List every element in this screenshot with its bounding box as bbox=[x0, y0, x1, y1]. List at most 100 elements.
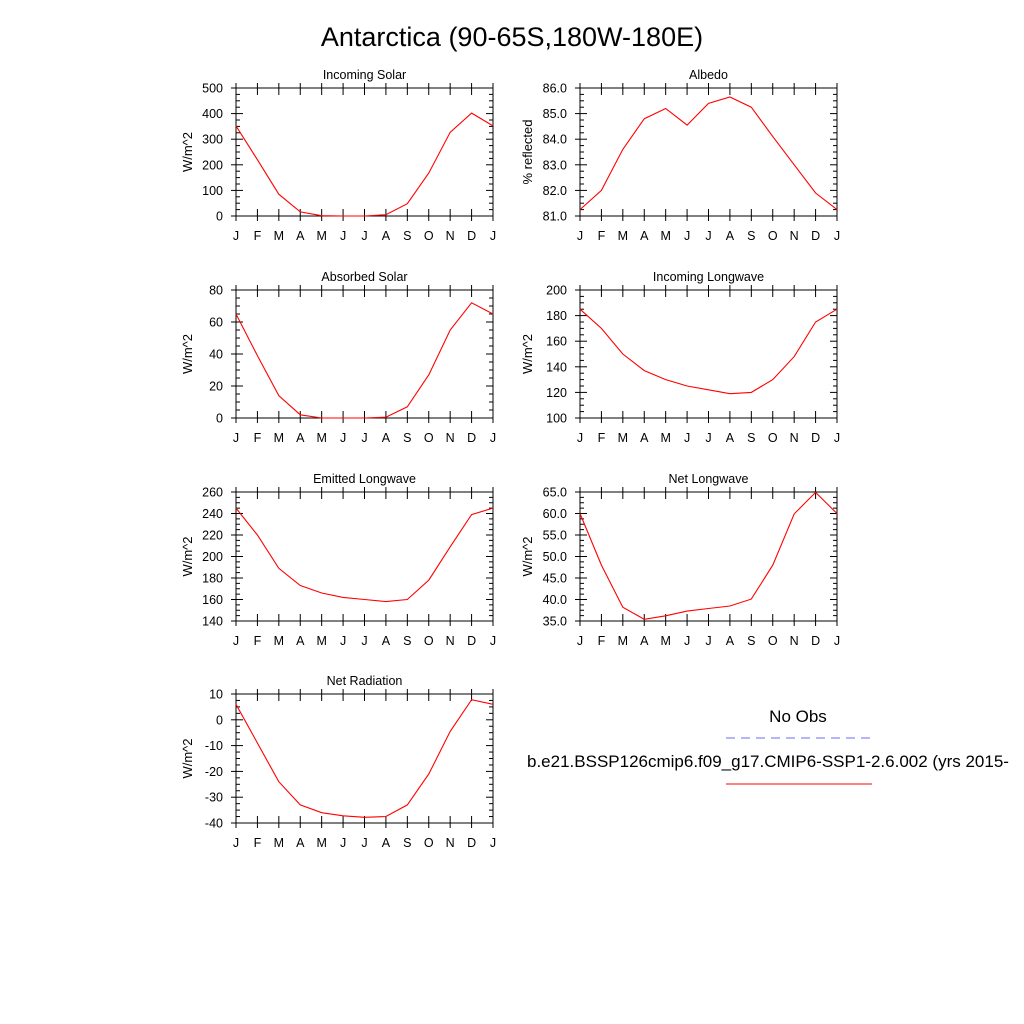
x-tick-label: O bbox=[424, 836, 434, 850]
x-tick-label: A bbox=[382, 229, 391, 243]
x-tick-label: F bbox=[254, 431, 262, 445]
x-tick-label: A bbox=[296, 229, 305, 243]
x-tick-label: F bbox=[254, 229, 262, 243]
series-line bbox=[579, 491, 838, 620]
series-line bbox=[235, 112, 494, 217]
y-tick-label: 400 bbox=[202, 107, 223, 121]
x-tick-label: N bbox=[446, 431, 455, 445]
legend-obs-label: No Obs bbox=[769, 707, 827, 726]
y-tick-label: 180 bbox=[202, 572, 223, 586]
y-axis-label: W/m^2 bbox=[180, 738, 195, 778]
y-tick-label: 84.0 bbox=[543, 133, 567, 147]
x-tick-label: A bbox=[640, 634, 649, 648]
y-tick-label: 10 bbox=[209, 688, 223, 702]
x-tick-label: N bbox=[446, 634, 455, 648]
plot-frame bbox=[579, 491, 838, 622]
x-tick-label: J bbox=[684, 431, 690, 445]
x-tick-label: A bbox=[382, 836, 391, 850]
x-tick-label: A bbox=[640, 431, 649, 445]
x-tick-label: M bbox=[274, 431, 284, 445]
y-axis-label: W/m^2 bbox=[520, 334, 535, 374]
y-tick-label: 55.0 bbox=[543, 529, 567, 543]
x-tick-label: S bbox=[747, 634, 755, 648]
plot-frame bbox=[579, 289, 838, 419]
legend: No Obs b.e21.BSSP126cmip6.f09_g17.CMIP6-… bbox=[527, 707, 1009, 785]
y-tick-label: 220 bbox=[202, 529, 223, 543]
x-tick-label: M bbox=[660, 634, 670, 648]
y-axis-label: W/m^2 bbox=[180, 536, 195, 576]
x-tick-label: A bbox=[726, 634, 735, 648]
panel-title: Net Radiation bbox=[327, 674, 403, 688]
x-tick-label: S bbox=[403, 229, 411, 243]
x-tick-label: A bbox=[296, 634, 305, 648]
plot-frame bbox=[235, 87, 494, 217]
x-tick-label: J bbox=[705, 634, 711, 648]
x-tick-label: S bbox=[747, 229, 755, 243]
x-tick-label: N bbox=[446, 229, 455, 243]
x-tick-label: J bbox=[340, 836, 346, 850]
x-tick-label: A bbox=[382, 634, 391, 648]
panel-title: Albedo bbox=[689, 68, 728, 82]
y-axis-label: W/m^2 bbox=[180, 334, 195, 374]
x-tick-label: J bbox=[340, 634, 346, 648]
x-tick-label: M bbox=[316, 634, 326, 648]
x-tick-label: J bbox=[233, 229, 239, 243]
x-tick-label: M bbox=[660, 431, 670, 445]
x-tick-label: J bbox=[577, 431, 583, 445]
x-tick-label: N bbox=[790, 634, 799, 648]
y-axis-label: % reflected bbox=[520, 119, 535, 184]
x-tick-label: J bbox=[361, 836, 367, 850]
x-tick-label: N bbox=[790, 431, 799, 445]
y-axis-label: W/m^2 bbox=[520, 536, 535, 576]
x-tick-label: D bbox=[467, 431, 476, 445]
x-tick-label: A bbox=[726, 229, 735, 243]
y-axis-label: W/m^2 bbox=[180, 132, 195, 172]
series-line bbox=[235, 699, 494, 818]
x-tick-label: J bbox=[705, 229, 711, 243]
x-tick-label: S bbox=[403, 634, 411, 648]
y-tick-label: 240 bbox=[202, 507, 223, 521]
x-tick-label: N bbox=[446, 836, 455, 850]
x-tick-label: J bbox=[233, 634, 239, 648]
y-tick-label: 81.0 bbox=[543, 210, 567, 224]
x-tick-label: J bbox=[490, 229, 496, 243]
x-tick-label: D bbox=[467, 634, 476, 648]
x-tick-label: F bbox=[598, 634, 606, 648]
y-tick-label: -20 bbox=[205, 765, 223, 779]
x-tick-label: J bbox=[834, 431, 840, 445]
x-tick-label: M bbox=[618, 229, 628, 243]
y-tick-label: 120 bbox=[546, 386, 567, 400]
x-tick-label: O bbox=[768, 229, 778, 243]
y-tick-label: 50.0 bbox=[543, 550, 567, 564]
series-line bbox=[579, 96, 838, 211]
y-tick-label: 45.0 bbox=[543, 572, 567, 586]
panel-title: Net Longwave bbox=[669, 472, 749, 486]
y-tick-label: 60 bbox=[209, 316, 223, 330]
series-line bbox=[235, 302, 494, 419]
panel-6: Net Longwave 35.0 40.0 45.0 50.0 55.0 60.0 65.0… bbox=[520, 472, 840, 648]
x-tick-label: M bbox=[660, 229, 670, 243]
x-tick-label: M bbox=[274, 836, 284, 850]
y-tick-label: 140 bbox=[546, 360, 567, 374]
x-tick-label: D bbox=[811, 229, 820, 243]
y-tick-label: 100 bbox=[546, 412, 567, 426]
x-tick-label: F bbox=[598, 431, 606, 445]
x-tick-label: O bbox=[424, 229, 434, 243]
x-tick-label: A bbox=[296, 431, 305, 445]
x-tick-label: J bbox=[577, 634, 583, 648]
y-tick-label: 300 bbox=[202, 133, 223, 147]
x-tick-label: D bbox=[467, 836, 476, 850]
y-tick-label: -10 bbox=[205, 739, 223, 753]
x-tick-label: M bbox=[618, 431, 628, 445]
plot-frame bbox=[579, 87, 838, 217]
series-line bbox=[579, 308, 838, 395]
x-tick-label: M bbox=[274, 634, 284, 648]
x-tick-label: S bbox=[403, 836, 411, 850]
x-tick-label: M bbox=[618, 634, 628, 648]
x-tick-label: O bbox=[768, 634, 778, 648]
